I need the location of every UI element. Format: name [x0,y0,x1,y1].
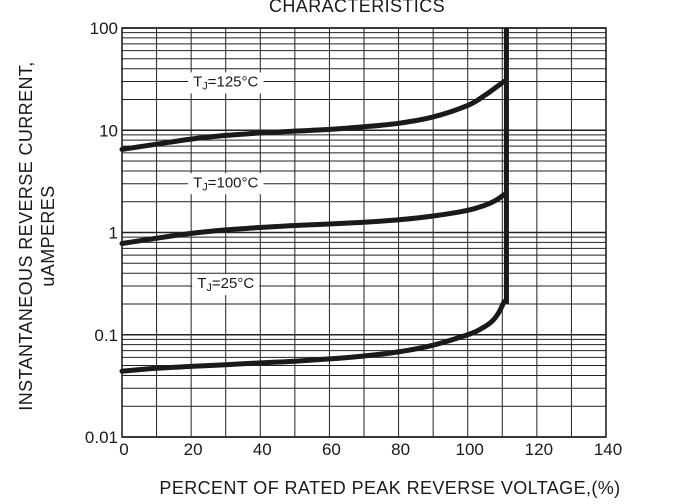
y-tick-label: 100 [90,19,118,38]
curve-label-tj-100-c: TJ=100°C [193,174,258,193]
x-tick-label: 60 [322,440,341,459]
curve-lines [119,28,509,374]
y-tick-label: 1 [109,224,118,243]
curve-label-tj-25-c: TJ=25°C [197,275,254,294]
y-axis-title: INSTANTANEOUS REVERSE CURRENT, uAMPERES [16,61,58,410]
x-tick-label: 40 [253,440,272,459]
curve-tj-100-c [119,192,507,246]
x-axis-title: PERCENT OF RATED PEAK REVERSE VOLTAGE,(%… [159,478,620,498]
x-tick-label: 120 [525,440,553,459]
plot-border [121,27,607,438]
x-tick-label: 100 [456,440,484,459]
curve-label-tj-125-c: TJ=125°C [193,73,258,92]
y-tick-label: 10 [99,121,118,140]
curve-label-background [192,274,260,296]
chart-title: CHARACTERISTICS [269,0,445,16]
curve-label-background [188,72,264,94]
x-tick-label: 80 [391,440,410,459]
y-tick-label: 0.01 [85,428,118,447]
curve-tj-125-c [119,79,507,152]
y-axis-title-line-1: INSTANTANEOUS REVERSE CURRENT, [16,61,36,410]
x-tick-label: 20 [184,440,203,459]
x-tick-label: 140 [594,440,622,459]
curve-label-background [188,173,264,195]
curve-tj-25-c [119,299,507,374]
y-tick-label: 0.1 [94,326,118,345]
x-tick-label: 0 [119,440,128,459]
tick-labels: 0 20 40 60 80 100 120 140 0.01 0.1 1 10 100 [85,19,622,459]
y-axis-title-line-2: uAMPERES [38,185,58,286]
curve-labels: TJ=125°C TJ=100°C TJ=25°C [188,72,264,296]
